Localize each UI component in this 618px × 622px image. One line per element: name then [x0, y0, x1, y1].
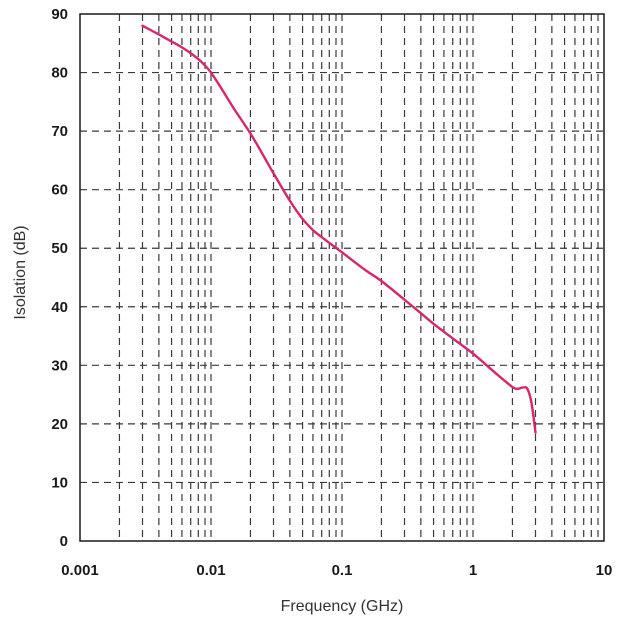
x-tick-label: 1	[469, 562, 477, 579]
isolation-series-line	[141, 24, 537, 434]
y-tick-label: 30	[51, 357, 68, 374]
grid-lines	[80, 14, 604, 541]
y-axis-ticks: 0 10 20 30 40 50 60 70 80 90	[51, 6, 68, 550]
plot-area	[79, 13, 605, 542]
series-layer	[141, 24, 537, 434]
y-tick-label: 50	[51, 240, 68, 257]
y-tick-label: 70	[51, 123, 68, 140]
x-axis-ticks: 0.001 0.01 0.1 1 10	[61, 562, 612, 579]
x-tick-label: 0.01	[196, 562, 225, 579]
y-tick-label: 40	[51, 299, 68, 316]
x-tick-label: 0.001	[61, 562, 99, 579]
y-tick-label: 20	[51, 416, 68, 433]
x-tick-label: 10	[596, 562, 613, 579]
y-tick-label: 90	[51, 6, 68, 23]
x-axis-title: Frequency (GHz)	[281, 598, 404, 615]
y-tick-label: 0	[60, 533, 68, 550]
x-tick-label: 0.1	[332, 562, 353, 579]
y-axis-title: Isolation (dB)	[12, 225, 29, 319]
y-tick-label: 10	[51, 474, 68, 491]
y-tick-label: 80	[51, 65, 68, 82]
y-tick-label: 60	[51, 182, 68, 199]
